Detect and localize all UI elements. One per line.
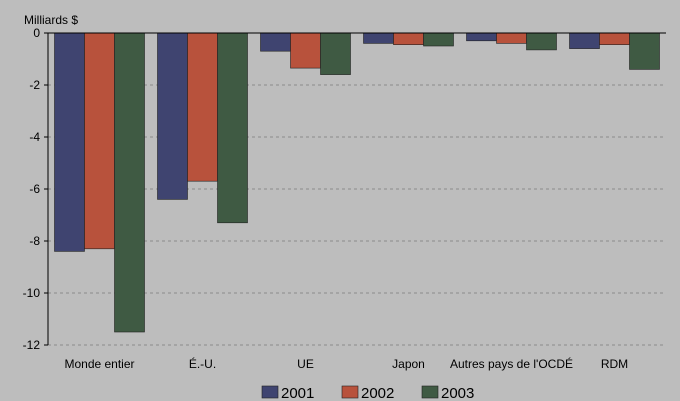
axes (44, 32, 666, 346)
category-labels: Monde entier É.-U. UE Japon Autres pays de l… (64, 356, 628, 371)
legend-label-2003: 2003 (441, 385, 474, 401)
y-tick-label: -2 (29, 78, 40, 92)
bar-2003 (629, 32, 660, 70)
y-axis-unit-label: Milliards $ (24, 13, 78, 27)
bars (54, 32, 660, 333)
legend-label-2001: 2001 (281, 385, 314, 401)
gridlines (48, 84, 666, 346)
legend-swatch-2002 (341, 385, 359, 399)
bar-2001 (363, 32, 394, 44)
legend-swatch-2001 (261, 385, 279, 399)
category-label: Japon (392, 357, 425, 371)
y-tick-label: 0 (33, 26, 40, 40)
legend-swatch-2003 (421, 385, 439, 399)
y-tick-label: -10 (23, 286, 41, 300)
bar-2003 (423, 32, 454, 47)
bar-2002 (84, 32, 115, 250)
bar-2003 (217, 32, 248, 224)
y-tick-label: -12 (23, 338, 41, 352)
bar-2002 (393, 32, 424, 45)
category-label: UE (297, 357, 314, 371)
y-tick-label: -8 (29, 234, 40, 248)
bar-2003 (526, 32, 557, 51)
bar-2002 (290, 32, 321, 69)
y-tick-label: -6 (29, 182, 40, 196)
y-tick-labels: 0 -2 -4 -6 -8 -10 -12 (23, 26, 41, 352)
category-label: Autres pays de l'OCDÉ (450, 356, 573, 371)
bar-2002 (599, 32, 630, 45)
bar-2001 (466, 32, 497, 42)
category-label: É.-U. (189, 356, 216, 371)
legend: 2001 2002 2003 (261, 385, 474, 401)
bar-2003 (320, 32, 351, 75)
bar-2001 (260, 32, 291, 52)
bar-2001 (54, 32, 85, 252)
y-tick-label: -4 (29, 130, 40, 144)
legend-label-2002: 2002 (361, 385, 394, 401)
bar-2001 (569, 32, 600, 49)
category-label: Monde entier (64, 357, 134, 371)
bar-2002 (187, 32, 218, 182)
category-label: RDM (601, 357, 628, 371)
bar-2003 (114, 32, 145, 333)
bar-2001 (157, 32, 188, 200)
bar-2002 (496, 32, 527, 44)
